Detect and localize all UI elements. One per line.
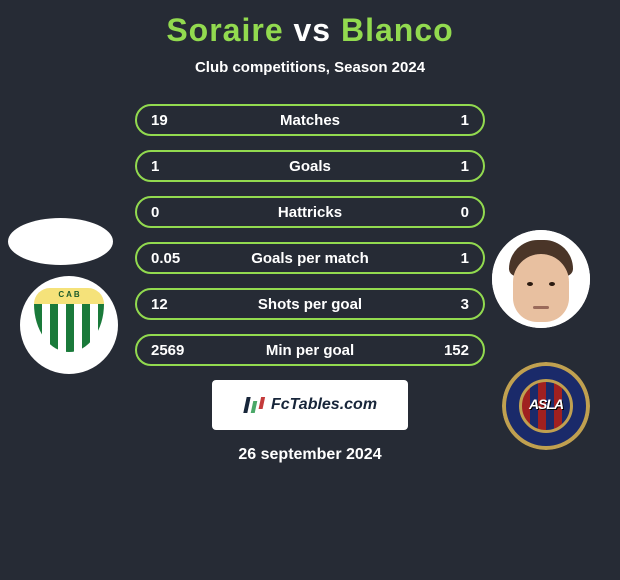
stat-right-value: 152 (419, 342, 469, 359)
stat-row: 12Shots per goal3 (135, 288, 485, 320)
stat-left-value: 0 (151, 204, 201, 221)
stat-right-value: 3 (419, 296, 469, 313)
stat-right-value: 1 (419, 158, 469, 175)
fctables-logo-icon (243, 394, 265, 416)
stat-left-value: 19 (151, 112, 201, 129)
badge-initials: C A B (34, 290, 104, 299)
comparison-card: Soraire vs Blanco Club competitions, Sea… (0, 0, 620, 580)
stat-row: 1Goals1 (135, 150, 485, 182)
player1-club-badge: C A B (20, 276, 118, 374)
player1-avatar-placeholder (8, 218, 113, 265)
player2-avatar (492, 230, 590, 328)
stat-label: Goals per match (201, 250, 419, 267)
badge-top-band: C A B (34, 288, 104, 304)
badge-stripes (34, 304, 104, 352)
title-vs: vs (294, 12, 332, 48)
stat-label: Hattricks (201, 204, 419, 221)
title: Soraire vs Blanco (0, 12, 620, 49)
brand-text: FcTables.com (271, 396, 377, 414)
subtitle: Club competitions, Season 2024 (0, 59, 620, 76)
player1-name: Soraire (166, 12, 283, 48)
stat-label: Goals (201, 158, 419, 175)
sanlorenzo-text: ASLA (506, 396, 586, 412)
face-icon (492, 230, 590, 328)
stat-right-value: 1 (419, 250, 469, 267)
stat-left-value: 2569 (151, 342, 201, 359)
stat-row: 19Matches1 (135, 104, 485, 136)
brand-badge[interactable]: FcTables.com (212, 380, 408, 430)
player2-club-badge: ASLA (502, 362, 590, 450)
stats-area: C A B ASLA 19Matches11Goals10Ha (0, 104, 620, 366)
stat-left-value: 12 (151, 296, 201, 313)
stat-label: Min per goal (201, 342, 419, 359)
player2-name: Blanco (341, 12, 454, 48)
stat-right-value: 1 (419, 112, 469, 129)
stat-left-value: 0.05 (151, 250, 201, 267)
sanlorenzo-badge-icon: ASLA (502, 362, 590, 450)
stat-row: 2569Min per goal152 (135, 334, 485, 366)
stat-row: 0Hattricks0 (135, 196, 485, 228)
stat-label: Shots per goal (201, 296, 419, 313)
stat-row: 0.05Goals per match1 (135, 242, 485, 274)
banfield-badge-icon: C A B (34, 288, 104, 363)
stat-label: Matches (201, 112, 419, 129)
stat-left-value: 1 (151, 158, 201, 175)
stat-right-value: 0 (419, 204, 469, 221)
